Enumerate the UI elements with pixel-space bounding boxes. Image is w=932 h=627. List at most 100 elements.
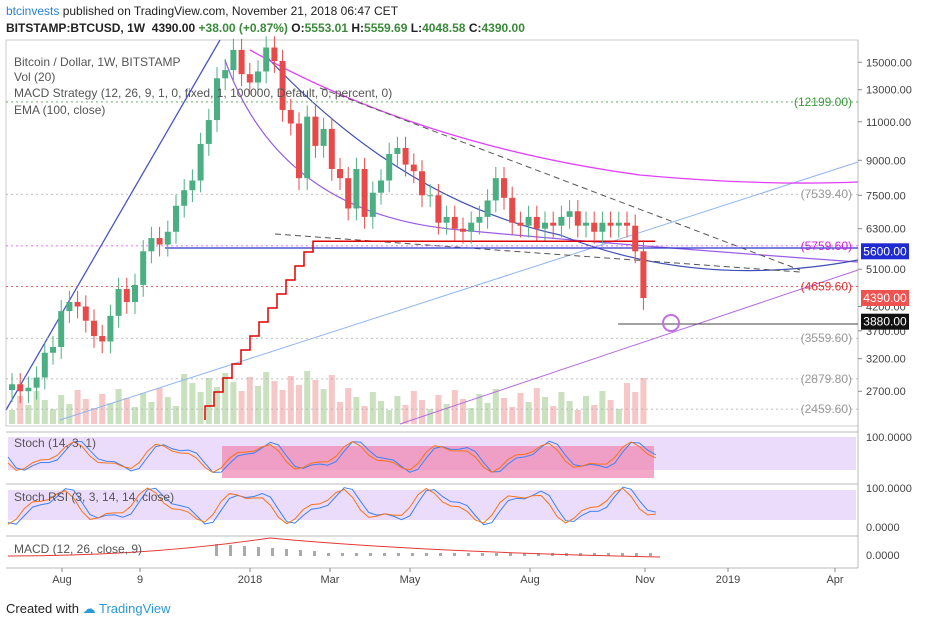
candle-body xyxy=(17,384,24,392)
price-level-label: (4659.60) xyxy=(801,280,852,294)
price-change: +38.00 (+0.87%) xyxy=(198,21,288,35)
macd-histogram-bar xyxy=(621,553,624,556)
ema-line xyxy=(204,240,655,420)
price-level-label: (3559.60) xyxy=(801,331,852,345)
candle-body xyxy=(402,147,409,165)
candle-body xyxy=(82,306,89,321)
candle-body xyxy=(599,222,606,232)
volume-bar xyxy=(460,399,466,424)
candle-body xyxy=(197,143,204,181)
macd-histogram-bar xyxy=(257,547,260,556)
price-tick-label: 6300.00 xyxy=(866,224,906,236)
macd-histogram-bar xyxy=(313,551,316,556)
author-link[interactable]: btcinvests xyxy=(6,4,60,18)
volume-bar xyxy=(287,376,294,424)
volume-bar xyxy=(50,409,56,424)
volume-bar xyxy=(583,396,589,424)
price-tick-label: 2700.00 xyxy=(866,386,906,398)
candles xyxy=(9,36,647,404)
volume-bar xyxy=(640,378,647,424)
candle-body xyxy=(501,178,507,198)
brand-link[interactable]: TradingView xyxy=(99,601,171,616)
price-tick-label: 13000.00 xyxy=(866,85,912,97)
volume-bar xyxy=(181,374,188,424)
candle-body xyxy=(640,251,647,298)
trend-lines xyxy=(5,39,859,425)
legend-stoch-rsi: Stoch RSI (3, 3, 14, 14, close) xyxy=(14,490,174,504)
candle-body xyxy=(156,238,163,245)
volume-bar xyxy=(255,386,261,424)
price-level-label: (2459.60) xyxy=(801,402,852,416)
volume-bar xyxy=(492,389,499,424)
osc-tick-label: 100.0000 xyxy=(866,483,912,495)
macd-histogram-bar xyxy=(285,549,288,556)
macd-histogram-bar xyxy=(383,553,386,556)
candle-body xyxy=(386,153,393,181)
volume-bar xyxy=(533,388,540,424)
candle-body xyxy=(542,222,548,229)
candle-body xyxy=(337,168,343,179)
volume-bar xyxy=(205,378,212,424)
candle-body xyxy=(624,222,630,226)
candle-body xyxy=(41,352,48,378)
macd-histogram-bar xyxy=(467,553,470,556)
candle-body xyxy=(484,200,491,217)
volume-bar xyxy=(443,404,450,424)
price-level-label: (2879.80) xyxy=(801,372,852,386)
volume-bar xyxy=(550,406,557,424)
candle-body xyxy=(99,336,106,342)
volume-bar xyxy=(25,405,32,424)
volume-bar xyxy=(451,390,458,424)
macd-histogram-bar xyxy=(439,553,442,556)
candle-body xyxy=(255,71,261,83)
candle-body xyxy=(361,168,368,217)
support-line xyxy=(399,269,859,425)
macd-histogram-bar xyxy=(299,550,302,556)
volume-bar xyxy=(369,392,376,424)
volume-bar xyxy=(328,375,335,424)
candle-body xyxy=(173,205,179,232)
volume-bar xyxy=(615,409,622,424)
macd-histogram-bar xyxy=(425,553,428,556)
volume-bar xyxy=(378,401,384,424)
volume-bar xyxy=(246,377,253,424)
candle-body xyxy=(435,195,442,223)
price-tick-label: 5100.00 xyxy=(866,264,906,276)
candle-body xyxy=(66,301,73,312)
candle-body xyxy=(263,47,270,72)
price-level-label: (7539.40) xyxy=(801,187,852,201)
stochrsi-k-line xyxy=(7,486,656,526)
price-level-label: (12199.00) xyxy=(794,95,852,109)
price-level-badge-text: 3880.00 xyxy=(863,315,907,329)
volume-bar xyxy=(574,410,581,424)
osc-tick-label: 100.0000 xyxy=(866,432,912,444)
created-with: Created with xyxy=(6,601,79,616)
candle-body xyxy=(123,289,130,302)
stoch-highlight-zone xyxy=(222,446,654,478)
candle-body xyxy=(468,222,475,232)
candle-body xyxy=(533,216,540,229)
oscillators xyxy=(7,440,661,558)
candle-body xyxy=(287,109,294,124)
macd-histogram-bar xyxy=(341,553,344,556)
volume-bar xyxy=(607,400,614,424)
macd-histogram-bar xyxy=(537,553,540,556)
volume-bar xyxy=(394,396,401,424)
volume-bar xyxy=(542,397,548,424)
legend-ema: EMA (100, close) xyxy=(14,103,105,117)
volume-bar xyxy=(427,409,434,424)
low-label: L: xyxy=(410,21,423,35)
magenta-arc xyxy=(249,49,859,184)
falling-resistance xyxy=(319,87,801,271)
candle-body xyxy=(419,171,425,196)
macd-histogram-bar xyxy=(397,553,400,556)
close-label: C: xyxy=(468,21,482,35)
volume-bar xyxy=(312,380,319,424)
macd-histogram-bar xyxy=(369,553,372,556)
candle-body xyxy=(279,61,286,110)
candle-body xyxy=(246,74,253,83)
price-tick-label: 9000.00 xyxy=(866,155,906,167)
candle-body xyxy=(607,222,614,226)
volume-bar xyxy=(558,392,565,424)
